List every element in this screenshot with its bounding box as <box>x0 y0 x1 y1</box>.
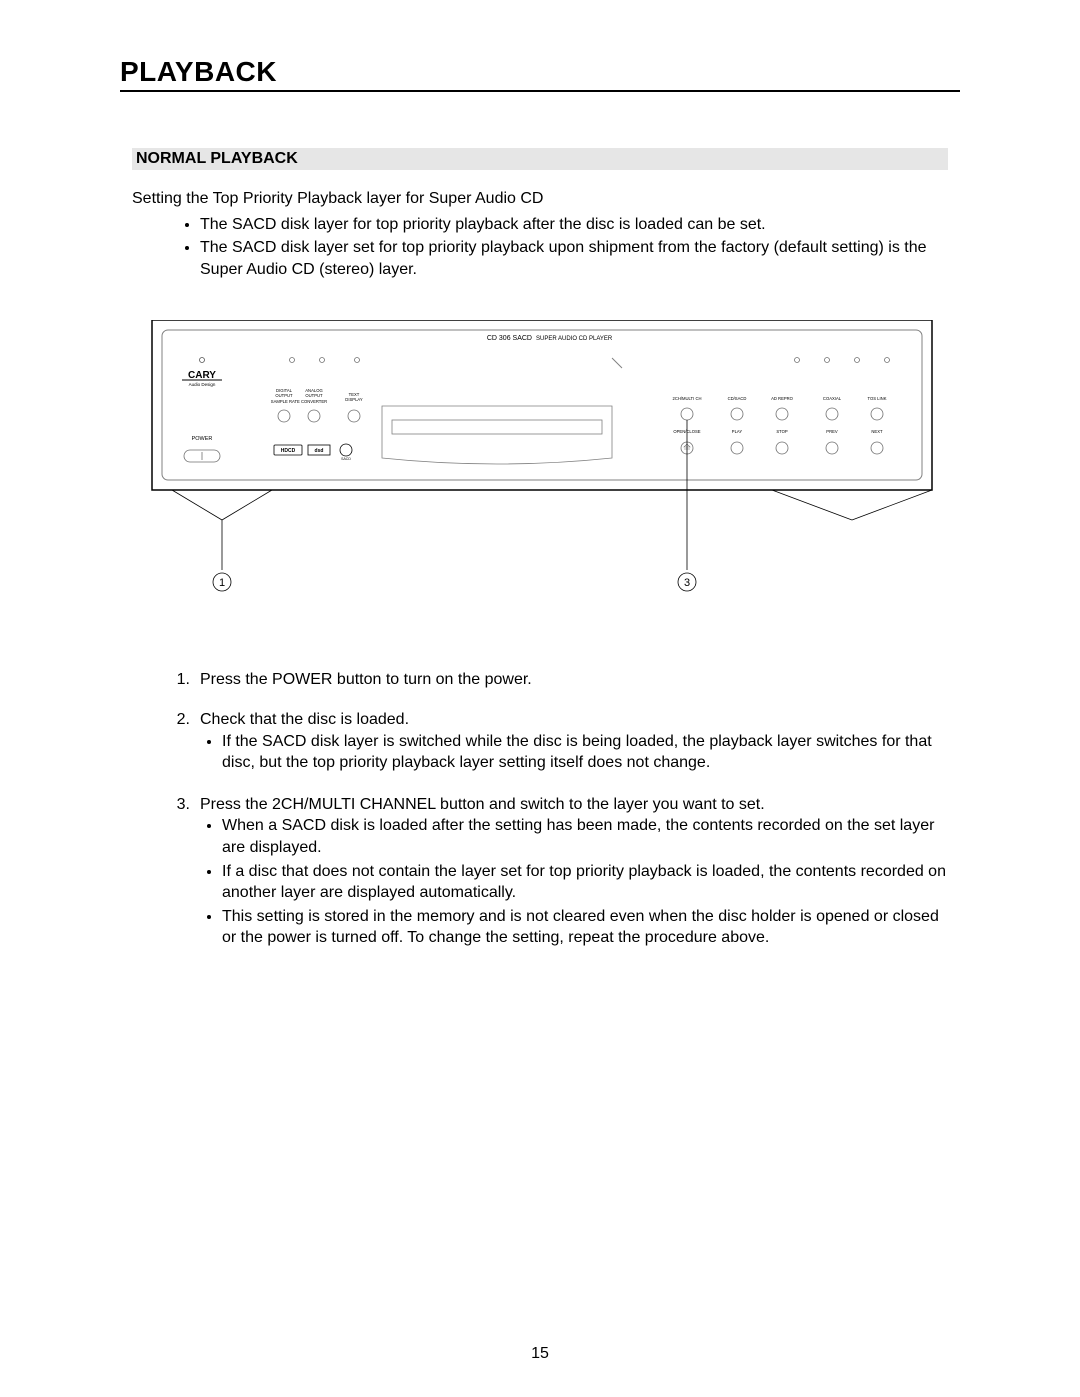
svg-text:CD/SACD: CD/SACD <box>728 396 747 401</box>
svg-text:HDCD: HDCD <box>281 448 296 454</box>
step-text: Press the 2CH/MULTI CHANNEL button and s… <box>200 794 948 816</box>
step-bullet: If a disc that does not contain the laye… <box>222 861 948 904</box>
svg-text:3: 3 <box>684 577 690 589</box>
svg-text:SUPER AUDIO CD PLAYER: SUPER AUDIO CD PLAYER <box>536 336 613 342</box>
svg-text:POWER: POWER <box>192 436 213 442</box>
step-bullet: This setting is stored in the memory and… <box>222 906 948 949</box>
steps-list: 1.Press the POWER button to turn on the … <box>132 669 948 951</box>
svg-text:SACD: SACD <box>341 457 351 461</box>
svg-text:dsd: dsd <box>315 448 324 454</box>
svg-text:STOP: STOP <box>776 429 788 434</box>
step: 3.Press the 2CH/MULTI CHANNEL button and… <box>132 794 948 951</box>
svg-text:Audio Design: Audio Design <box>189 382 216 387</box>
intro-bullet: The SACD disk layer set for top priority… <box>200 237 948 280</box>
svg-text:OUTPUT: OUTPUT <box>275 393 293 398</box>
step: 1.Press the POWER button to turn on the … <box>132 669 948 691</box>
svg-text:NEXT: NEXT <box>871 429 883 434</box>
step-number: 2. <box>132 709 200 776</box>
intro-text: Setting the Top Priority Playback layer … <box>132 188 948 210</box>
step: 2.Check that the disc is loaded.If the S… <box>132 709 948 776</box>
step-bullet: When a SACD disk is loaded after the set… <box>222 815 948 858</box>
step-body: Press the 2CH/MULTI CHANNEL button and s… <box>200 794 948 951</box>
intro-bullet: The SACD disk layer for top priority pla… <box>200 214 948 236</box>
step-bullets: When a SACD disk is loaded after the set… <box>222 815 948 949</box>
svg-text:DISPLAY: DISPLAY <box>345 397 363 402</box>
svg-text:2CH/MULTI CH: 2CH/MULTI CH <box>672 396 701 401</box>
step-number: 1. <box>132 669 200 691</box>
svg-text:1: 1 <box>219 577 225 589</box>
step-number: 3. <box>132 794 200 951</box>
page-title: PLAYBACK <box>120 56 960 92</box>
step-body: Press the POWER button to turn on the po… <box>200 669 948 691</box>
svg-text:TOS LINK: TOS LINK <box>867 396 886 401</box>
page-number: 15 <box>0 1345 1080 1363</box>
svg-text:PREV: PREV <box>826 429 838 434</box>
svg-text:PLAY: PLAY <box>732 429 743 434</box>
svg-text:SAMPLE RATE CONVERTER: SAMPLE RATE CONVERTER <box>271 399 327 404</box>
step-bullets: If the SACD disk layer is switched while… <box>222 731 948 774</box>
svg-text:AD REPRO: AD REPRO <box>771 396 794 401</box>
svg-text:CD 306 SACD: CD 306 SACD <box>487 335 532 342</box>
device-diagram: CD 306 SACD SUPER AUDIO CD PLAYER CARYAudi… <box>132 320 948 625</box>
intro-bullets: The SACD disk layer for top priority pla… <box>200 214 948 281</box>
step-text: Press the POWER button to turn on the po… <box>200 669 948 691</box>
svg-text:OUTPUT: OUTPUT <box>305 393 323 398</box>
svg-text:CARY: CARY <box>188 370 216 381</box>
svg-text:COAXIAL: COAXIAL <box>823 396 842 401</box>
section-heading: NORMAL PLAYBACK <box>132 148 948 170</box>
step-bullet: If the SACD disk layer is switched while… <box>222 731 948 774</box>
step-text: Check that the disc is loaded. <box>200 709 948 731</box>
step-body: Check that the disc is loaded.If the SAC… <box>200 709 948 776</box>
